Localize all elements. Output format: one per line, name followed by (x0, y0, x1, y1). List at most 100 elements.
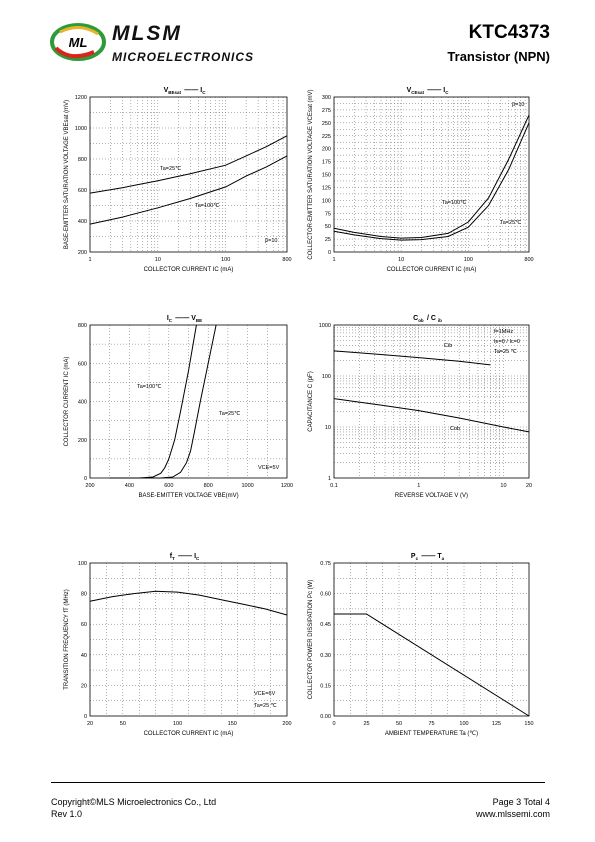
brand-subtitle: MICROELECTRONICS (112, 50, 254, 64)
x-tick-label: 1 (417, 483, 420, 489)
part-type: Transistor (NPN) (447, 49, 550, 64)
chart-annotation: Ta=25 ℃ (254, 703, 278, 709)
footer-copyright: Copyright©MLS Microelectronics Co., Ltd (51, 797, 217, 807)
series-line (129, 324, 217, 479)
chart-title-sub: BEsat (168, 90, 181, 95)
y-axis-label: BASE-EMITTER SATURATION VOLTAGE VBEsat (… (64, 100, 70, 249)
y-tick-label: 400 (78, 219, 87, 225)
series-line (333, 114, 530, 239)
chart-title: VBEsat —— IC (164, 87, 207, 95)
series-line (333, 350, 491, 366)
chart-title-sub: C (445, 90, 449, 95)
chart-annotation: f=1MHz (494, 329, 513, 335)
x-tick-label: 100 (173, 721, 182, 727)
chart-title-main: P (411, 553, 416, 560)
chart-title-sub: T (172, 556, 175, 561)
x-axis-label: COLLECTOR CURRENT IC (mA) (144, 731, 234, 737)
chart-title-main: I (200, 87, 202, 94)
y-tick-label: 150 (322, 173, 331, 179)
y-tick-label: 50 (325, 224, 331, 230)
x-tick-label: 800 (524, 257, 533, 263)
y-axis-label: COLLECTOR-EMITTER SATURATION VOLTAGE VCE… (308, 89, 314, 259)
chart-title-sub: C (196, 556, 200, 561)
chart-annotation: Ta=25℃ (500, 220, 522, 226)
x-tick-label: 10 (398, 257, 404, 263)
brand-name: MLSM (112, 22, 182, 45)
y-tick-label: 0.45 (320, 622, 331, 628)
y-tick-label: 0 (84, 476, 87, 482)
chart-title-main: V (164, 87, 169, 94)
logo-letters: ML (69, 35, 88, 50)
chart-annotation: Ta=25℃ (219, 411, 241, 417)
series-line (89, 590, 288, 616)
x-tick-label: 1 (88, 257, 91, 263)
chart-title-main: f (170, 553, 173, 560)
y-tick-label: 250 (322, 121, 331, 127)
y-tick-label: 1000 (75, 126, 87, 132)
chart-title-dash: —— (178, 553, 194, 560)
x-tick-label: 100 (459, 721, 468, 727)
chart-title-main: V (191, 315, 196, 322)
footer-page: Page 3 Total 4 (492, 797, 550, 807)
y-tick-label: 225 (322, 134, 331, 140)
x-tick-label: 800 (282, 257, 291, 263)
x-axis-label: AMBIENT TEMPERATURE Ta (℃) (385, 731, 478, 737)
x-tick-label: 75 (428, 721, 434, 727)
chart-title: VCEsat —— IC (407, 87, 450, 95)
y-tick-label: 800 (78, 323, 87, 329)
x-tick-label: 125 (492, 721, 501, 727)
chart-title-dash: / C (427, 315, 438, 322)
y-tick-label: 25 (325, 237, 331, 243)
x-tick-label: 800 (204, 483, 213, 489)
footer-url: www.mlssemi.com (475, 809, 550, 819)
x-tick-label: 50 (396, 721, 402, 727)
y-tick-label: 600 (78, 361, 87, 367)
y-tick-label: 1 (328, 476, 331, 482)
chart-annotation: Ta=100℃ (442, 200, 467, 206)
y-tick-label: 60 (81, 622, 87, 628)
footer-revision: Rev 1.0 (51, 809, 83, 819)
plot-frame (333, 324, 530, 479)
chart-title-sub: C (202, 90, 206, 95)
chart-3: 200 400 600 800 1000 12000200400600800BASE-EM… (64, 315, 293, 499)
y-tick-label: 100 (322, 374, 331, 380)
y-axis-label: COLLECTOR POWER DISSIPATION Pc (W) (308, 580, 314, 700)
plot-frame (333, 96, 530, 253)
chart-annotation: Ie=0 / Ic=0 (494, 339, 520, 345)
series-line (333, 122, 530, 241)
x-tick-label: 0 (332, 721, 335, 727)
chart-title-dash: —— (421, 553, 437, 560)
y-tick-label: 20 (81, 683, 87, 689)
y-tick-label: 1200 (75, 95, 87, 101)
x-tick-label: 1000 (241, 483, 253, 489)
chart-title-sub: BE (196, 318, 202, 323)
chart-title-dash: —— (427, 87, 443, 94)
x-tick-label: 50 (120, 721, 126, 727)
x-tick-label: 400 (125, 483, 134, 489)
x-tick-label: 20 (87, 721, 93, 727)
y-tick-label: 0 (328, 250, 331, 256)
x-tick-label: 200 (85, 483, 94, 489)
chart-annotation: Cob (450, 426, 460, 432)
chart-annotation: Ta=25 ℃ (494, 349, 518, 355)
y-tick-label: 0.15 (320, 683, 331, 689)
chart-6: 0 25 50 75 100 125 150 0.00 0.15 0.30 0.45 0.60 0.75… (308, 553, 534, 737)
mlsm-logo-icon: ML (50, 23, 106, 61)
y-tick-label: 1000 (319, 323, 331, 329)
chart-annotation: β=10 (265, 238, 278, 244)
y-tick-label: 0.30 (320, 653, 331, 659)
y-tick-label: 0.75 (320, 561, 331, 567)
page-header: ML MLSM MICROELECTRONICS KTC4373 Transis… (0, 0, 595, 80)
chart-title: Pc —— Ta (411, 553, 445, 561)
x-tick-label: 20 (526, 483, 532, 489)
chart-title-dash: —— (175, 315, 191, 322)
chart-annotation: VCE=6V (254, 691, 276, 697)
x-tick-label: 0.1 (330, 483, 338, 489)
x-tick-label: 1 (332, 257, 335, 263)
series-line (89, 155, 288, 225)
chart-title-sub: C (169, 318, 173, 323)
chart-annotation: VCE=5V (258, 465, 280, 471)
